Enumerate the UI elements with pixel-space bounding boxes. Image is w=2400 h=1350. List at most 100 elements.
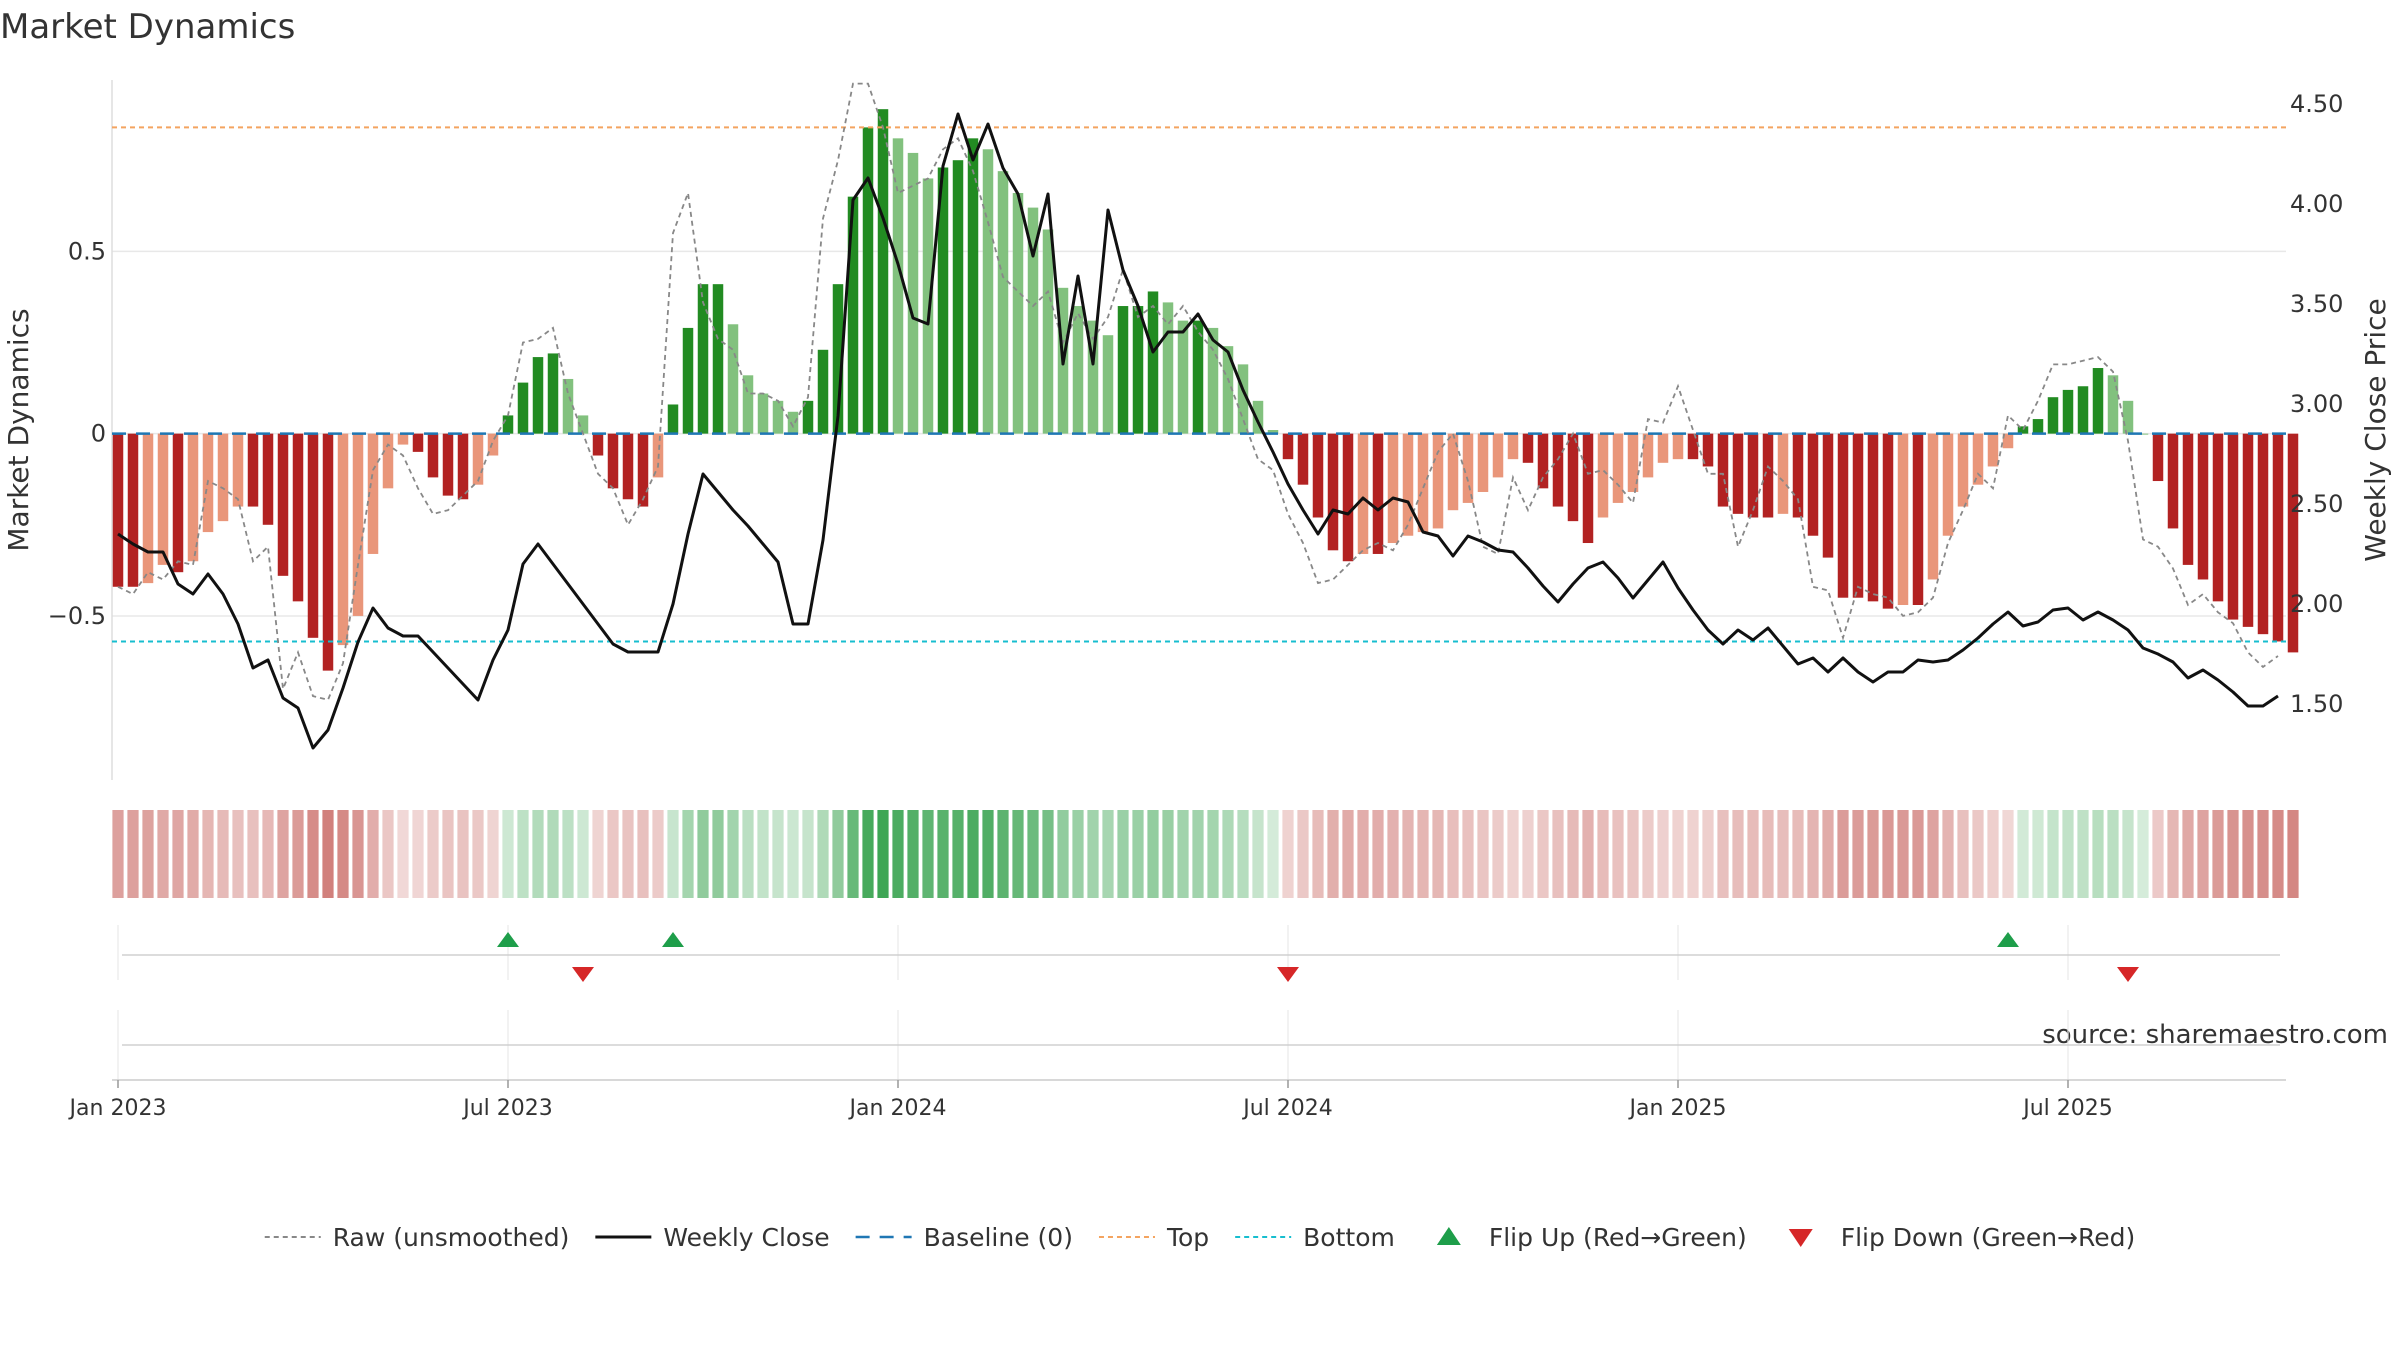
heat-cell [1567, 810, 1579, 898]
legend-label: Baseline (0) [924, 1223, 1073, 1252]
heat-cell [1012, 810, 1024, 898]
heat-cell [577, 810, 589, 898]
heat-cell [1957, 810, 1969, 898]
dynamics-bar [982, 149, 994, 434]
dynamics-bar [2227, 433, 2239, 620]
dynamics-bar [2047, 397, 2059, 434]
heat-cell [1072, 810, 1084, 898]
dynamics-bar [1702, 433, 1714, 467]
heat-cell [2227, 810, 2239, 898]
dynamics-bar [1282, 433, 1294, 460]
y-axis-label: Market Dynamics [2, 308, 35, 551]
heat-cell [337, 810, 349, 898]
heat-cell [232, 810, 244, 898]
y2-tick-label: 2.00 [2290, 590, 2343, 618]
heat-cell [457, 810, 469, 898]
weekly-close-line [117, 112, 2279, 750]
heat-cell [1372, 810, 1384, 898]
heat-cell [997, 810, 1009, 898]
heat-cell [2257, 810, 2269, 898]
y-tick-label: −0.5 [48, 602, 106, 630]
heat-cell [592, 810, 604, 898]
dynamics-bar [1777, 433, 1789, 514]
heat-cell [1747, 810, 1759, 898]
dynamics-bar [337, 433, 349, 646]
dynamics-bar [1567, 433, 1579, 522]
flip-markers-panel [497, 932, 2139, 982]
dynamics-bar [772, 400, 784, 434]
heat-cell [397, 810, 409, 898]
heat-cell [1042, 810, 1054, 898]
heat-cell [547, 810, 559, 898]
heat-cell [1087, 810, 1099, 898]
legend-item-price: Weekly Close [595, 1223, 830, 1252]
heat-cell [877, 810, 889, 898]
dynamics-bar [1552, 433, 1564, 507]
heat-cell [982, 810, 994, 898]
heat-cell [802, 810, 814, 898]
dynamics-bar [157, 433, 169, 565]
dynamics-bar [727, 324, 739, 434]
legend-item-raw: Raw (unsmoothed) [264, 1223, 570, 1252]
heat-cell [262, 810, 274, 898]
dynamics-bar [1417, 433, 1429, 533]
dynamics-bar [442, 433, 454, 496]
dynamics-bar [622, 433, 634, 500]
dynamics-bar [1792, 433, 1804, 518]
dynamics-bar [247, 433, 259, 507]
dynamics-bar [1072, 306, 1084, 434]
dynamics-bar [697, 284, 709, 434]
heat-cell [1432, 810, 1444, 898]
legend-item-bottom: Bottom [1235, 1223, 1395, 1252]
dynamics-bar [1252, 400, 1264, 434]
heat-cell [652, 810, 664, 898]
x-tick-label: Jul 2024 [1241, 1096, 1333, 1121]
heat-cell [757, 810, 769, 898]
heat-cell [1297, 810, 1309, 898]
heat-cell [322, 810, 334, 898]
heat-cell [1507, 810, 1519, 898]
legend: Raw (unsmoothed) Weekly Close Baseline (0)… [264, 1223, 2135, 1252]
heat-cell [1282, 810, 1294, 898]
heat-cell [1402, 810, 1414, 898]
heat-cell [1117, 810, 1129, 898]
y-axis: 0.5 0 −0.5 [48, 237, 106, 630]
heat-cell [142, 810, 154, 898]
heat-cell [1417, 810, 1429, 898]
heat-cell [412, 810, 424, 898]
x-axis: Jan 2023 Jul 2023 Jan 2024 Jul 2024 Jan 2025… [68, 1079, 2286, 1121]
dynamics-bar [1807, 433, 1819, 536]
heat-cell [892, 810, 904, 898]
dynamics-bar [457, 433, 469, 500]
heat-cell [1792, 810, 1804, 898]
dynamics-bar [952, 160, 964, 434]
x-tick-label: Jan 2024 [848, 1096, 947, 1121]
heat-cell [1942, 810, 1954, 898]
dynamics-bar [1822, 433, 1834, 558]
legend-label: Raw (unsmoothed) [333, 1223, 570, 1252]
flip-down-marker [2117, 967, 2139, 982]
heat-cell [907, 810, 919, 898]
heat-cell [562, 810, 574, 898]
y2-axis: 4.50 4.00 3.50 3.00 2.50 2.00 1.50 [2290, 90, 2343, 718]
heat-cell [2152, 810, 2164, 898]
legend-item-flip_down: Flip Down (Green→Red) [1788, 1223, 2135, 1252]
dynamics-bar [1837, 433, 1849, 598]
dynamics-bar [382, 433, 394, 489]
dynamics-bar [187, 433, 199, 562]
dynamics-bar [1852, 433, 1864, 598]
dynamics-bar [1207, 327, 1219, 434]
dynamics-bar [1492, 433, 1504, 478]
heat-cell [112, 810, 124, 898]
heat-cell [1612, 810, 1624, 898]
heat-cell [1327, 810, 1339, 898]
heat-cell [1837, 810, 1849, 898]
heat-cell [1192, 810, 1204, 898]
heat-cell [1102, 810, 1114, 898]
dynamics-bar [832, 284, 844, 434]
heat-cell [2287, 810, 2299, 898]
heat-cell [1687, 810, 1699, 898]
dynamics-bar [1342, 433, 1354, 562]
dynamics-bar [2092, 368, 2104, 434]
dynamics-bar [2257, 433, 2269, 635]
